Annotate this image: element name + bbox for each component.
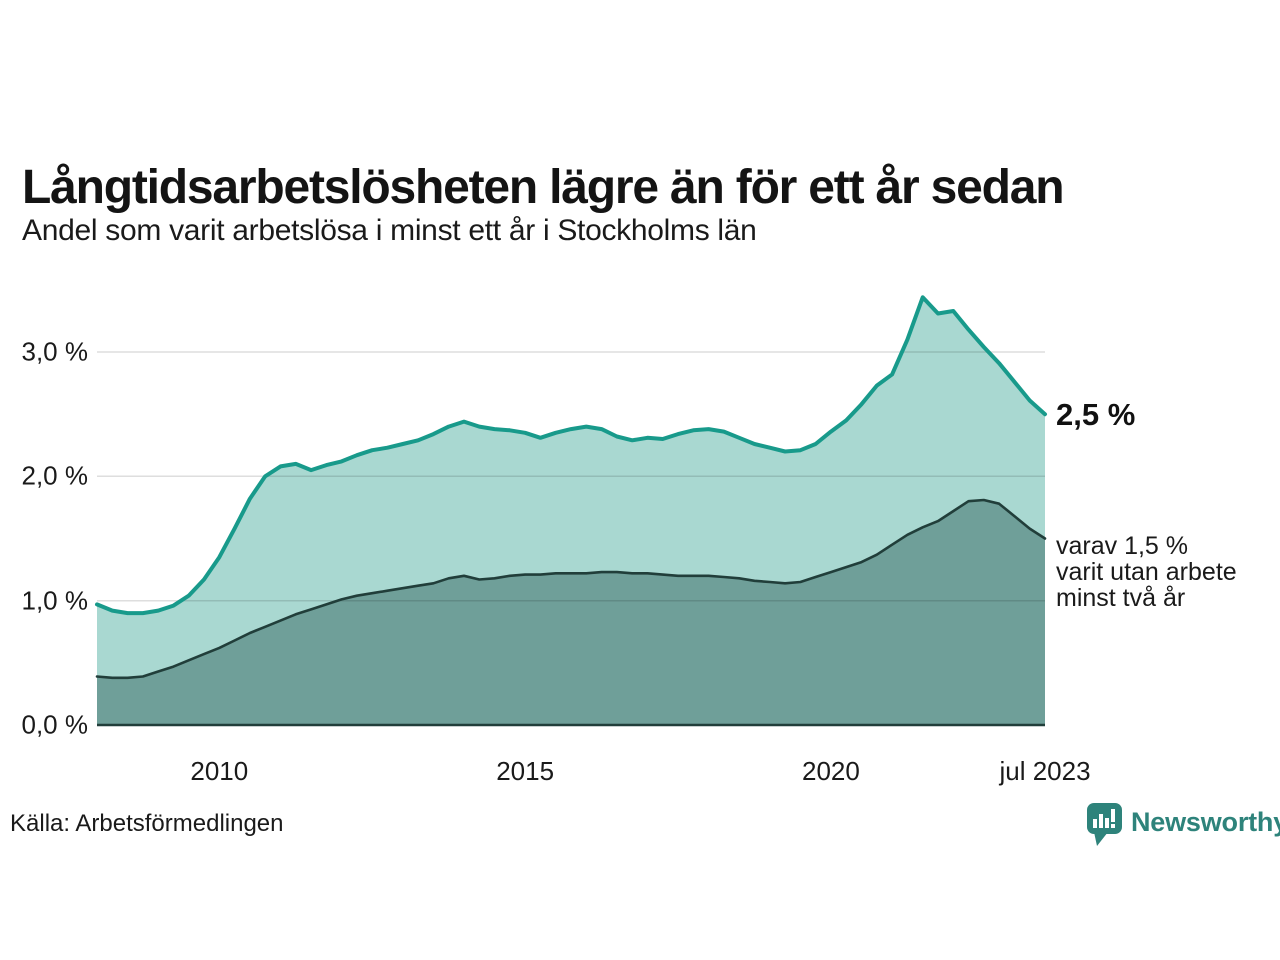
y-tick-0: 0,0 %: [21, 709, 89, 740]
series-end-label-subset: varav 1,5 % varit utan arbete minst två …: [1056, 533, 1237, 611]
newsworthy-logo[interactable]: Newsworthy: [1086, 802, 1280, 848]
series-end-label-subset-line2: varit utan arbete: [1056, 558, 1237, 586]
source-attribution: Källa: Arbetsförmedlingen: [10, 810, 284, 837]
series-end-label-subset-line1: varav 1,5 %: [1056, 532, 1189, 560]
x-tick-0: 2010: [190, 756, 249, 786]
newsworthy-logo-icon: [1087, 803, 1122, 846]
series-end-label-total: 2,5 %: [1056, 397, 1136, 432]
page-title: Långtidsarbetslösheten lägre än för ett …: [22, 161, 1065, 215]
series-end-label-subset-line3: minst två år: [1056, 584, 1186, 612]
x-tick-2: 2020: [802, 756, 860, 786]
y-tick-1: 1,0 %: [21, 585, 89, 616]
chart-subtitle: Andel som varit arbetslösa i minst ett å…: [22, 214, 757, 247]
x-tick-1: 2015: [496, 756, 555, 786]
newsworthy-logo-text: Newsworthy: [1131, 807, 1280, 837]
x-tick-3: jul 2023: [999, 756, 1091, 786]
y-tick-3: 3,0 %: [21, 336, 89, 367]
y-tick-2: 2,0 %: [21, 460, 89, 491]
